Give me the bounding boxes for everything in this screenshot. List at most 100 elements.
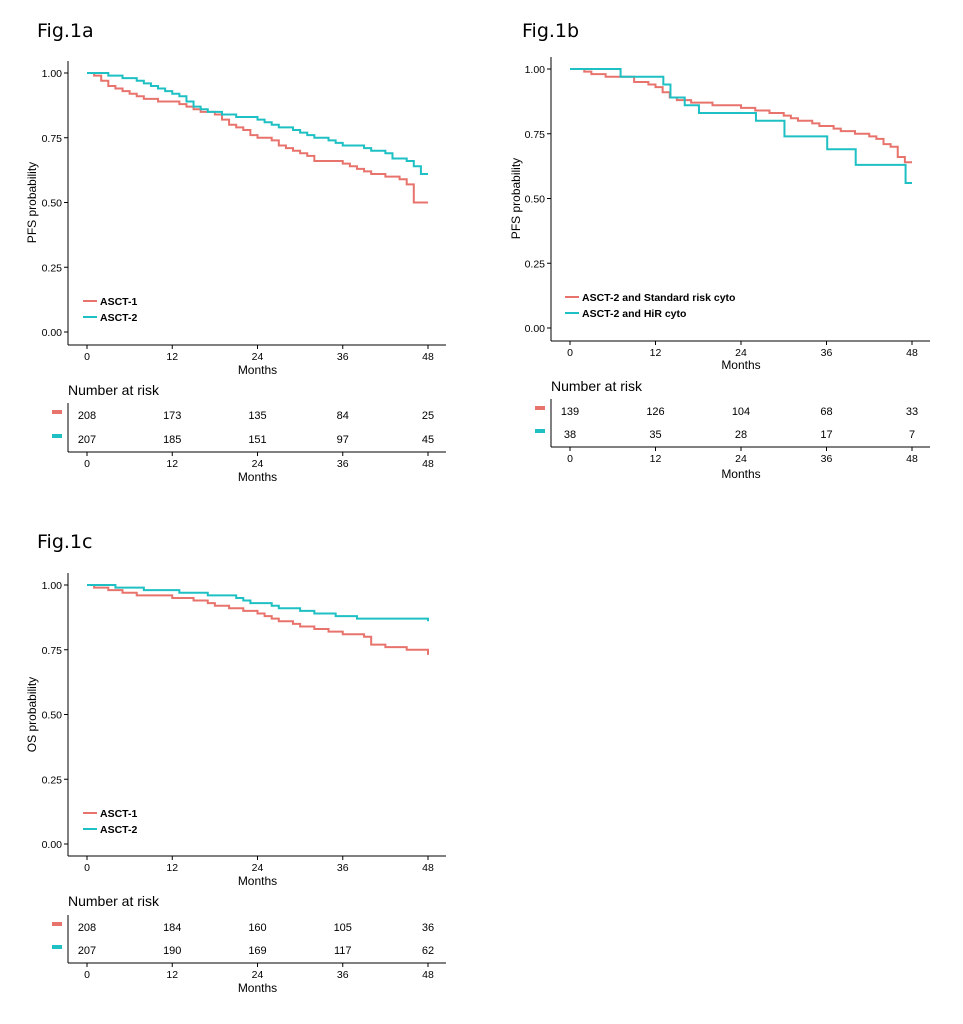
y-tick-label: 0.50	[42, 198, 63, 210]
risk-x-tick-label: 12	[166, 458, 178, 470]
risk-x-axis-label: Months	[721, 467, 760, 481]
x-tick-label: 36	[821, 347, 833, 359]
risk-x-tick-label: 24	[252, 458, 264, 470]
x-tick-label: 0	[84, 862, 90, 874]
legend-label-2: ASCT-2	[100, 312, 138, 324]
y-tick-label: 1.00	[42, 580, 63, 592]
risk-cell: 135	[248, 410, 266, 422]
fig-1c-title: Fig.1c	[37, 531, 93, 553]
x-tick-label: 0	[84, 351, 90, 363]
x-tick-label: 24	[735, 347, 747, 359]
y-axis-label: PFS probability	[509, 158, 523, 239]
risk-table-title: Number at risk	[551, 378, 643, 394]
y-axis-label: PFS probability	[25, 162, 39, 243]
x-tick-label: 36	[337, 862, 349, 874]
figure-2-group: 0.00 0.25 0.50 0.75 1.00 0 12 24 36 48 Months PFS p…	[509, 57, 930, 481]
risk-cell: 105	[334, 922, 352, 934]
risk-cell: 169	[248, 945, 266, 957]
risk-x-tick-label: 12	[650, 453, 662, 465]
x-tick-label: 48	[422, 862, 434, 874]
risk-x-tick-label: 0	[567, 453, 573, 465]
x-tick-label: 12	[166, 351, 178, 363]
y-tick-label: 0.75	[42, 133, 63, 145]
x-tick-label: 24	[252, 351, 264, 363]
risk-cell: 208	[78, 410, 96, 422]
risk-cell: 33	[906, 406, 918, 418]
legend-label-2: ASCT-2	[100, 824, 138, 836]
y-tick-label: 0.00	[525, 323, 546, 335]
risk-cell: 38	[564, 429, 576, 441]
risk-cell: 84	[337, 410, 349, 422]
risk-cell: 7	[909, 429, 915, 441]
y-tick-label: 0.25	[525, 258, 546, 270]
risk-cell: 36	[422, 922, 434, 934]
risk-x-tick-label: 36	[337, 458, 349, 470]
risk-cell: 45	[422, 434, 434, 446]
x-axis-label: Months	[238, 874, 277, 888]
x-axis-label: Months	[721, 358, 760, 372]
legend-label-1: ASCT-2 and Standard risk cyto	[582, 292, 735, 304]
x-tick-label: 24	[252, 862, 264, 874]
risk-cell: 207	[78, 434, 96, 446]
risk-x-tick-label: 36	[821, 453, 833, 465]
y-tick-label: 0.00	[42, 327, 63, 339]
risk-cell: 185	[163, 434, 181, 446]
x-tick-label: 48	[906, 347, 918, 359]
risk-table-title: Number at risk	[68, 382, 160, 398]
series-line-1	[87, 584, 429, 655]
y-axis-label: OS probability	[25, 677, 39, 752]
y-tick-label: 0.25	[42, 774, 63, 786]
legend-label-2: ASCT-2 and HiR cyto	[582, 308, 686, 320]
y-tick-label: 0.25	[42, 262, 63, 274]
y-tick-label: 1.00	[42, 68, 63, 80]
risk-cell: 28	[735, 429, 747, 441]
fig-1a-title: Fig.1a	[37, 20, 94, 42]
risk-cell: 104	[732, 406, 750, 418]
risk-cell: 117	[334, 945, 352, 957]
series-line-2	[87, 584, 429, 622]
y-tick-label: 0.75	[525, 129, 546, 141]
risk-x-tick-label: 48	[422, 969, 434, 981]
risk-x-tick-label: 48	[422, 458, 434, 470]
legend-label-1: ASCT-1	[100, 296, 138, 308]
risk-x-tick-label: 24	[735, 453, 747, 465]
risk-x-tick-label: 24	[252, 969, 264, 981]
risk-cell: 207	[78, 945, 96, 957]
series-line-2	[570, 68, 912, 184]
y-tick-label: 0.50	[525, 194, 546, 206]
risk-x-tick-label: 0	[84, 458, 90, 470]
y-tick-label: 1.00	[525, 64, 546, 76]
risk-x-tick-label: 36	[337, 969, 349, 981]
risk-cell: 35	[649, 429, 661, 441]
risk-cell: 62	[422, 945, 434, 957]
series-line-1	[570, 68, 912, 164]
risk-cell: 97	[337, 434, 349, 446]
legend-label-1: ASCT-1	[100, 808, 138, 820]
y-tick-label: 0.75	[42, 645, 63, 657]
risk-x-axis-label: Months	[238, 981, 277, 995]
risk-cell: 126	[646, 406, 664, 418]
y-tick-label: 0.00	[42, 839, 63, 851]
risk-cell: 151	[248, 434, 266, 446]
risk-x-tick-label: 48	[906, 453, 918, 465]
x-tick-label: 0	[567, 347, 573, 359]
x-axis-label: Months	[238, 363, 277, 377]
figure-3-group: 0.00 0.25 0.50 0.75 1.00 0 12 24 36 48 Months OS pr…	[25, 573, 446, 995]
y-tick-label: 0.50	[42, 710, 63, 722]
x-tick-label: 12	[650, 347, 662, 359]
figure-1-group: 0.00 0.25 0.50 0.75 1.00 0 12 24 36 48 Months PFS p…	[25, 61, 446, 484]
risk-x-tick-label: 12	[166, 969, 178, 981]
series-line-1	[87, 72, 428, 204]
series-line-2	[87, 72, 428, 176]
risk-cell: 184	[163, 922, 181, 934]
risk-cell: 68	[820, 406, 832, 418]
risk-x-tick-label: 0	[84, 969, 90, 981]
x-tick-label: 36	[337, 351, 349, 363]
risk-cell: 25	[422, 410, 434, 422]
risk-table-title: Number at risk	[68, 893, 160, 909]
risk-cell: 208	[78, 922, 96, 934]
risk-cell: 139	[561, 406, 579, 418]
risk-cell: 17	[820, 429, 832, 441]
fig-1b-title: Fig.1b	[522, 20, 580, 42]
